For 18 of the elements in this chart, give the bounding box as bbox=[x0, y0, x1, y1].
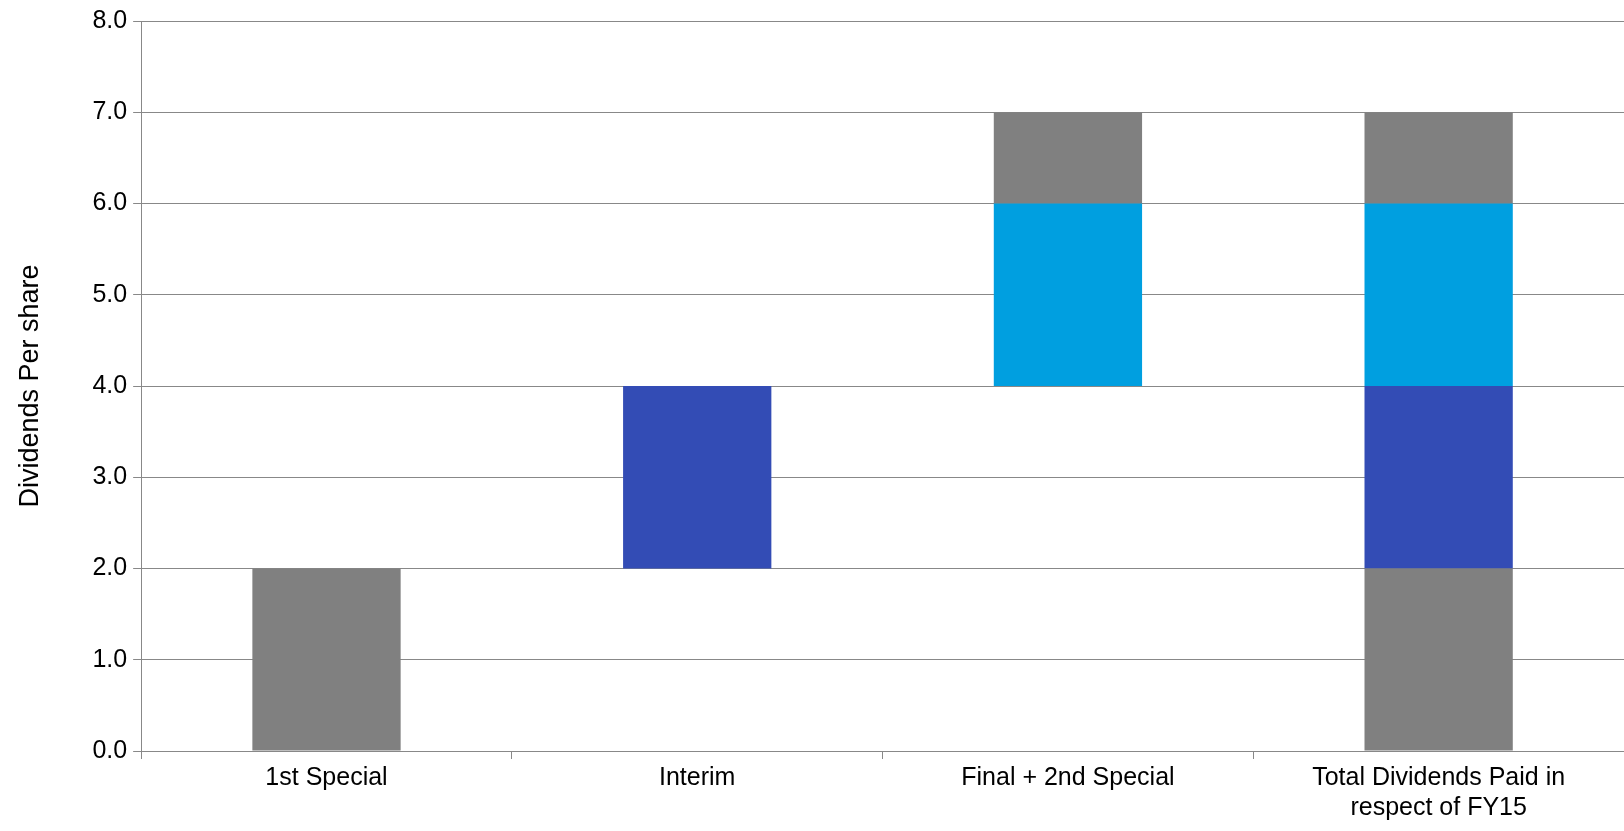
bar bbox=[993, 203, 1143, 386]
bar bbox=[1364, 203, 1513, 386]
y-tick-label: 3.0 bbox=[92, 461, 128, 490]
y-tick-label: 5.0 bbox=[92, 278, 128, 307]
x-tick-label: 1st Special bbox=[265, 761, 388, 790]
bar bbox=[623, 386, 772, 569]
y-axis-title: Dividends Per share bbox=[13, 264, 44, 508]
y-tick-label: 8.0 bbox=[92, 4, 128, 33]
y-tick-label: 2.0 bbox=[92, 552, 128, 581]
y-tick-label: 7.0 bbox=[92, 96, 128, 125]
bar bbox=[1364, 386, 1513, 569]
x-tick-label: Interim bbox=[659, 761, 736, 790]
y-tick-label: 4.0 bbox=[92, 369, 128, 398]
y-tick-label: 0.0 bbox=[92, 734, 128, 763]
x-tick-label: Total Dividends Paid in respect of FY15 bbox=[1312, 761, 1566, 820]
x-tick-label: Final + 2nd Special bbox=[961, 761, 1175, 790]
y-tick-label: 6.0 bbox=[92, 187, 128, 216]
y-tick-label: 1.0 bbox=[92, 643, 128, 672]
